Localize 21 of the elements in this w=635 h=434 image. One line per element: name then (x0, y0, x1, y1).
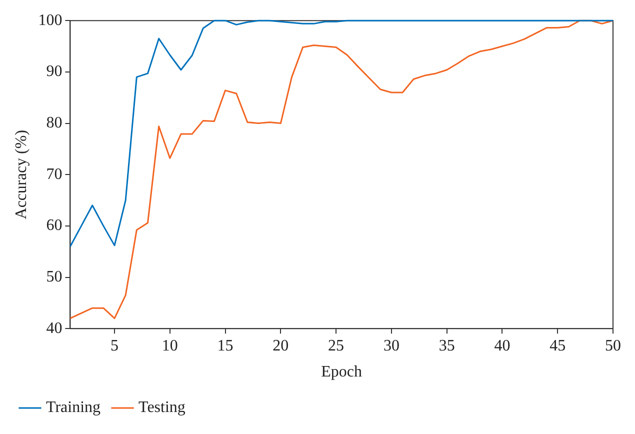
x-tick-label: 35 (438, 337, 455, 354)
x-tick-label: 15 (217, 337, 234, 354)
y-tick-label: 100 (38, 12, 62, 29)
x-tick-label: 25 (328, 337, 344, 354)
x-axis-title: Epoch (321, 364, 362, 381)
y-tick-label: 60 (46, 217, 62, 234)
y-tick-label: 80 (46, 114, 62, 132)
y-tick-label: 70 (46, 166, 62, 183)
legend-label: Testing (138, 399, 186, 416)
legend-label: Training (46, 399, 101, 416)
y-tick-label: 40 (46, 320, 62, 337)
y-tick-label: 50 (46, 268, 62, 286)
y-axis-title: Accuracy (%) (12, 130, 30, 220)
x-tick-label: 5 (110, 337, 119, 354)
x-tick-label: 30 (383, 337, 400, 354)
x-tick-label: 50 (605, 337, 621, 354)
x-tick-label: 40 (494, 337, 510, 354)
x-tick-label: 45 (550, 337, 566, 354)
x-tick-label: 10 (162, 337, 178, 354)
y-tick-label: 90 (46, 63, 62, 80)
x-tick-label: 20 (272, 337, 289, 354)
